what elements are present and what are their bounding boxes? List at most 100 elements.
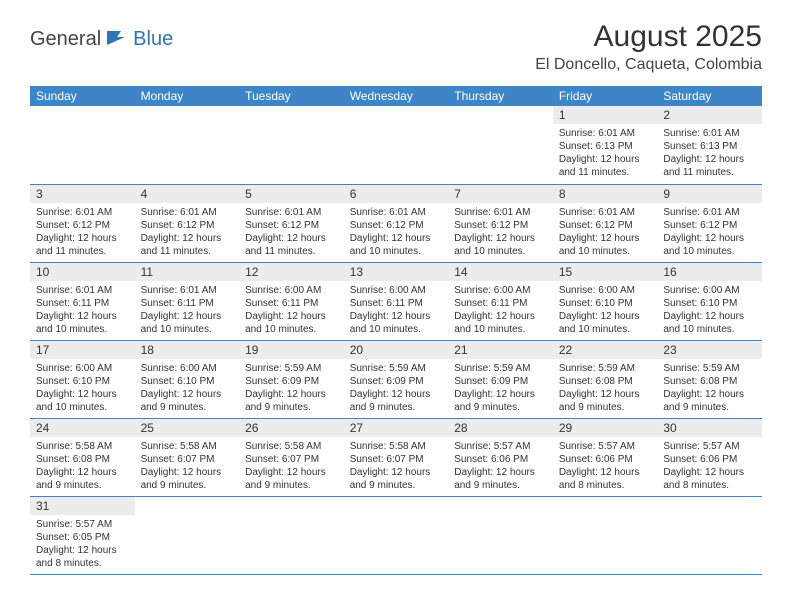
day-number: 5 xyxy=(239,185,344,203)
day-number: 25 xyxy=(135,419,240,437)
day-line: and 10 minutes. xyxy=(141,323,234,336)
day-line: Daylight: 12 hours xyxy=(454,388,547,401)
day-line: Sunrise: 5:58 AM xyxy=(141,440,234,453)
day-number: 18 xyxy=(135,341,240,359)
day-line: Sunset: 6:12 PM xyxy=(245,219,338,232)
day-body: Sunrise: 6:00 AMSunset: 6:10 PMDaylight:… xyxy=(657,281,762,339)
col-tuesday: Tuesday xyxy=(239,86,344,106)
day-cell xyxy=(239,106,344,184)
day-number: 22 xyxy=(553,341,658,359)
day-number: 9 xyxy=(657,185,762,203)
day-line: Sunrise: 5:57 AM xyxy=(454,440,547,453)
day-line: Sunrise: 5:57 AM xyxy=(559,440,652,453)
day-cell: 12Sunrise: 6:00 AMSunset: 6:11 PMDayligh… xyxy=(239,262,344,340)
day-number: 23 xyxy=(657,341,762,359)
day-cell xyxy=(135,496,240,574)
day-line: Sunrise: 6:01 AM xyxy=(141,206,234,219)
day-number: 10 xyxy=(30,263,135,281)
day-body: Sunrise: 5:59 AMSunset: 6:09 PMDaylight:… xyxy=(344,359,449,417)
day-cell: 20Sunrise: 5:59 AMSunset: 6:09 PMDayligh… xyxy=(344,340,449,418)
day-line: Daylight: 12 hours xyxy=(663,466,756,479)
day-line: Daylight: 12 hours xyxy=(245,388,338,401)
day-line: Sunset: 6:12 PM xyxy=(663,219,756,232)
day-number: 19 xyxy=(239,341,344,359)
day-line: and 10 minutes. xyxy=(454,323,547,336)
day-number: 16 xyxy=(657,263,762,281)
day-line: Sunrise: 6:00 AM xyxy=(245,284,338,297)
day-cell: 9Sunrise: 6:01 AMSunset: 6:12 PMDaylight… xyxy=(657,184,762,262)
day-number: 26 xyxy=(239,419,344,437)
day-body: Sunrise: 6:00 AMSunset: 6:10 PMDaylight:… xyxy=(135,359,240,417)
day-line: and 11 minutes. xyxy=(141,245,234,258)
day-cell: 3Sunrise: 6:01 AMSunset: 6:12 PMDaylight… xyxy=(30,184,135,262)
day-body: Sunrise: 5:58 AMSunset: 6:07 PMDaylight:… xyxy=(135,437,240,495)
day-body: Sunrise: 6:01 AMSunset: 6:12 PMDaylight:… xyxy=(135,203,240,261)
day-line: Sunrise: 5:57 AM xyxy=(36,518,129,531)
day-line: and 10 minutes. xyxy=(559,245,652,258)
day-cell: 26Sunrise: 5:58 AMSunset: 6:07 PMDayligh… xyxy=(239,418,344,496)
day-line: Daylight: 12 hours xyxy=(141,310,234,323)
day-body: Sunrise: 5:58 AMSunset: 6:07 PMDaylight:… xyxy=(344,437,449,495)
day-line: Daylight: 12 hours xyxy=(559,310,652,323)
day-body: Sunrise: 5:58 AMSunset: 6:08 PMDaylight:… xyxy=(30,437,135,495)
day-line: and 10 minutes. xyxy=(350,245,443,258)
col-thursday: Thursday xyxy=(448,86,553,106)
day-line: and 9 minutes. xyxy=(663,401,756,414)
day-number: 6 xyxy=(344,185,449,203)
day-line: and 9 minutes. xyxy=(141,479,234,492)
day-body: Sunrise: 6:01 AMSunset: 6:13 PMDaylight:… xyxy=(553,124,658,182)
logo-text-2: Blue xyxy=(133,28,173,51)
day-line: Sunset: 6:09 PM xyxy=(350,375,443,388)
day-number: 7 xyxy=(448,185,553,203)
day-number: 11 xyxy=(135,263,240,281)
day-cell: 21Sunrise: 5:59 AMSunset: 6:09 PMDayligh… xyxy=(448,340,553,418)
day-line: and 10 minutes. xyxy=(663,323,756,336)
day-cell xyxy=(448,106,553,184)
week-row: 10Sunrise: 6:01 AMSunset: 6:11 PMDayligh… xyxy=(30,262,762,340)
day-number: 31 xyxy=(30,497,135,515)
day-line: Daylight: 12 hours xyxy=(559,466,652,479)
day-line: Sunrise: 6:01 AM xyxy=(559,127,652,140)
day-line: Sunset: 6:12 PM xyxy=(454,219,547,232)
day-number: 13 xyxy=(344,263,449,281)
day-cell: 13Sunrise: 6:00 AMSunset: 6:11 PMDayligh… xyxy=(344,262,449,340)
day-line: Sunset: 6:11 PM xyxy=(245,297,338,310)
day-number: 29 xyxy=(553,419,658,437)
day-number: 3 xyxy=(30,185,135,203)
col-wednesday: Wednesday xyxy=(344,86,449,106)
day-line: and 9 minutes. xyxy=(141,401,234,414)
day-line: and 8 minutes. xyxy=(36,557,129,570)
day-line: Sunset: 6:11 PM xyxy=(350,297,443,310)
day-body: Sunrise: 6:01 AMSunset: 6:12 PMDaylight:… xyxy=(30,203,135,261)
day-number: 14 xyxy=(448,263,553,281)
day-line: Sunset: 6:12 PM xyxy=(350,219,443,232)
day-line: Daylight: 12 hours xyxy=(663,153,756,166)
day-line: and 11 minutes. xyxy=(663,166,756,179)
day-cell xyxy=(344,496,449,574)
day-number: 2 xyxy=(657,106,762,124)
day-line: Sunset: 6:08 PM xyxy=(559,375,652,388)
day-line: Sunrise: 5:58 AM xyxy=(245,440,338,453)
day-line: Sunrise: 6:00 AM xyxy=(141,362,234,375)
day-cell: 25Sunrise: 5:58 AMSunset: 6:07 PMDayligh… xyxy=(135,418,240,496)
day-cell: 1Sunrise: 6:01 AMSunset: 6:13 PMDaylight… xyxy=(553,106,658,184)
week-row: 3Sunrise: 6:01 AMSunset: 6:12 PMDaylight… xyxy=(30,184,762,262)
day-cell: 2Sunrise: 6:01 AMSunset: 6:13 PMDaylight… xyxy=(657,106,762,184)
day-cell: 10Sunrise: 6:01 AMSunset: 6:11 PMDayligh… xyxy=(30,262,135,340)
day-line: Sunrise: 6:01 AM xyxy=(245,206,338,219)
day-line: Daylight: 12 hours xyxy=(36,466,129,479)
day-cell: 17Sunrise: 6:00 AMSunset: 6:10 PMDayligh… xyxy=(30,340,135,418)
day-line: Sunrise: 6:01 AM xyxy=(454,206,547,219)
day-cell xyxy=(657,496,762,574)
day-line: Daylight: 12 hours xyxy=(36,388,129,401)
day-body: Sunrise: 5:58 AMSunset: 6:07 PMDaylight:… xyxy=(239,437,344,495)
header-row: Sunday Monday Tuesday Wednesday Thursday… xyxy=(30,86,762,106)
day-number: 1 xyxy=(553,106,658,124)
day-body: Sunrise: 6:01 AMSunset: 6:12 PMDaylight:… xyxy=(657,203,762,261)
day-line: Daylight: 12 hours xyxy=(350,388,443,401)
day-line: Sunset: 6:08 PM xyxy=(663,375,756,388)
day-line: Sunset: 6:06 PM xyxy=(559,453,652,466)
day-line: Sunset: 6:13 PM xyxy=(663,140,756,153)
day-body: Sunrise: 6:01 AMSunset: 6:12 PMDaylight:… xyxy=(448,203,553,261)
day-line: Daylight: 12 hours xyxy=(559,232,652,245)
